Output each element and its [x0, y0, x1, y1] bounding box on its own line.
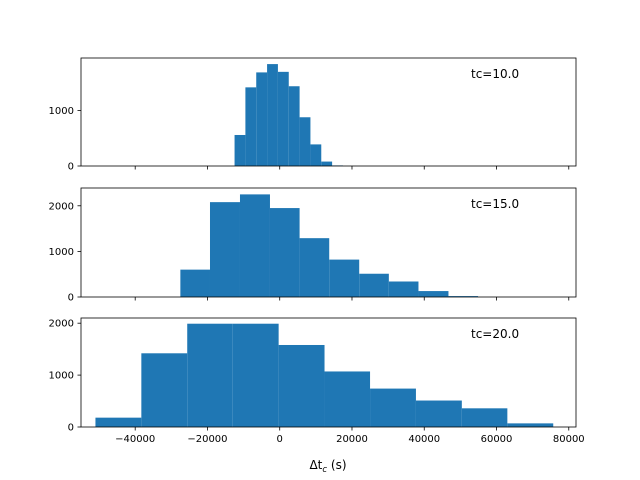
histogram-bar	[288, 86, 300, 166]
axes-frame	[80, 57, 577, 167]
histogram-bar	[324, 371, 371, 427]
y-tick-label: 0	[68, 293, 74, 304]
histogram-bar	[239, 194, 270, 297]
subplot-3: 0 1000 2000 −40000 −20000 0 20000 40000 60000 800…	[49, 317, 585, 445]
x-axis-label-unit: (s)	[327, 458, 346, 472]
x-tick-label: 20000	[336, 434, 368, 445]
histogram-bar	[187, 323, 233, 427]
panel-annotation: tc=10.0	[471, 67, 519, 81]
histogram-bar	[507, 423, 554, 427]
y-tick-label: 1000	[49, 106, 74, 117]
histogram-bar	[277, 71, 289, 166]
axes-frame	[80, 317, 577, 428]
histogram-bar	[299, 117, 311, 166]
x-tick-label: 40000	[408, 434, 440, 445]
histogram-bar	[359, 273, 389, 297]
y-tick-label: 0	[68, 423, 74, 434]
histogram-bar	[388, 281, 419, 297]
histogram-bar	[245, 87, 257, 166]
histogram-bar	[370, 388, 416, 427]
y-tick-label: 0	[68, 162, 74, 173]
y-tick-label: 1000	[49, 247, 74, 258]
histogram-bar	[267, 64, 278, 166]
panel-annotation: tc=20.0	[471, 327, 519, 341]
axes-frame	[80, 187, 577, 298]
histogram-bars	[95, 323, 554, 427]
histogram-bar	[461, 408, 508, 427]
histogram-bar	[321, 161, 333, 166]
y-tick-label: 1000	[49, 371, 74, 382]
histogram-bar	[418, 291, 449, 297]
histogram-bars	[180, 194, 479, 297]
histogram-bar	[310, 144, 322, 166]
histogram-bar	[95, 417, 142, 427]
histogram-bar	[209, 202, 240, 297]
histogram-bar	[232, 323, 279, 427]
x-tick-label: 80000	[553, 434, 585, 445]
x-tick-label: 0	[277, 434, 283, 445]
panel-annotation: tc=15.0	[471, 197, 519, 211]
histogram-bar	[299, 238, 330, 297]
histogram-bar	[415, 400, 462, 427]
x-tick-label: −40000	[115, 434, 155, 445]
x-tick-label: 60000	[481, 434, 513, 445]
histogram-bars	[234, 64, 343, 166]
histogram-bar	[234, 134, 246, 166]
x-tick-label: −20000	[187, 434, 227, 445]
histogram-bar	[141, 353, 188, 427]
subplot-2: 0 1000 2000 tc=15.0	[49, 187, 577, 304]
y-tick-label: 2000	[49, 201, 74, 212]
histogram-bar	[269, 208, 300, 297]
x-axis-label-main: Δt	[309, 458, 322, 472]
histogram-bar	[448, 296, 479, 297]
subplots: 0 1000 tc=10.0 0 1000 2000 tc=15.0 0 1000 2000 −40…	[49, 57, 585, 445]
histogram-bar	[256, 72, 268, 166]
histogram-bar	[278, 344, 325, 427]
subplot-1: 0 1000 tc=10.0	[49, 57, 577, 173]
histogram-bar	[180, 269, 210, 297]
x-axis-label-subscript: c	[322, 465, 327, 475]
y-tick-label: 2000	[49, 319, 74, 330]
histogram-bar	[329, 259, 360, 297]
x-axis-label: Δtc (s)	[309, 458, 346, 475]
